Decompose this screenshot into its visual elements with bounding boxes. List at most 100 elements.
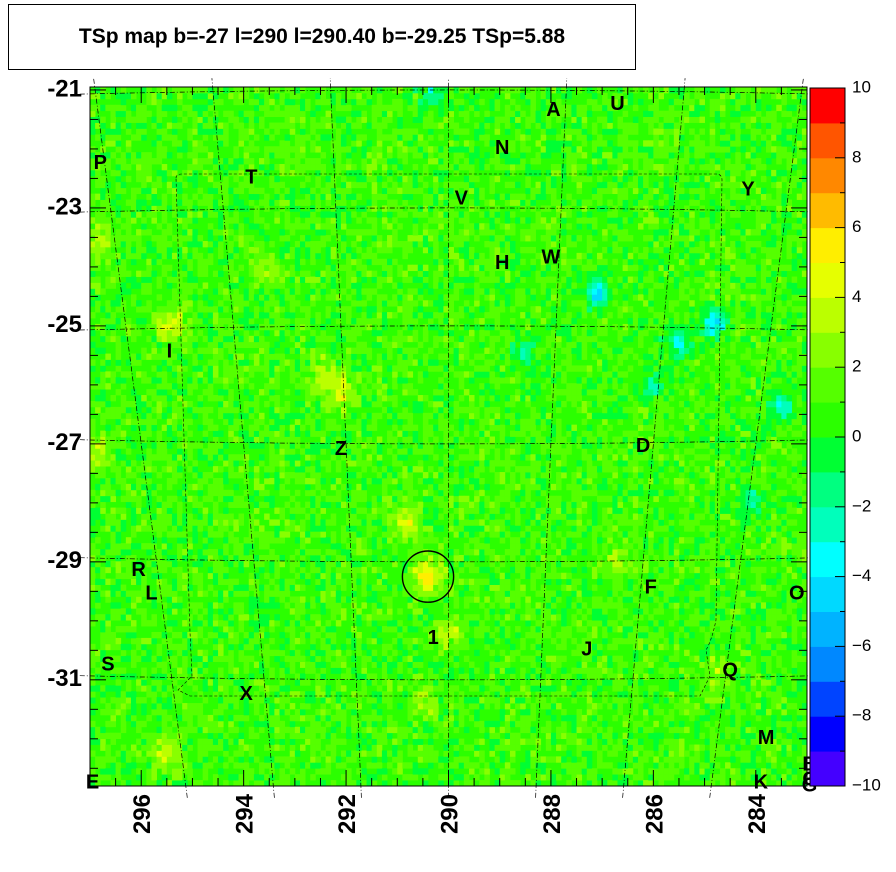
- heatmap-cell: [407, 146, 414, 153]
- heatmap-cell: [269, 466, 275, 473]
- heatmap-cell: [130, 400, 137, 408]
- heatmap-cell: [161, 454, 168, 461]
- heatmap-cell: [361, 371, 367, 378]
- heatmap-cell: [120, 282, 127, 289]
- heatmap-cell: [310, 430, 316, 437]
- heatmap-cell: [105, 252, 111, 260]
- heatmap-cell: [248, 187, 255, 195]
- heatmap-cell: [146, 560, 152, 568]
- heatmap-cell: [340, 531, 347, 538]
- heatmap-cell: [315, 472, 321, 479]
- heatmap-cell: [330, 578, 337, 585]
- heatmap-cell: [182, 306, 188, 313]
- heatmap-cell: [412, 436, 419, 443]
- heatmap-cell: [402, 637, 408, 645]
- heatmap-cell: [305, 631, 311, 639]
- heatmap-cell: [177, 726, 183, 734]
- heatmap-cell: [90, 501, 96, 508]
- heatmap-cell: [299, 276, 306, 283]
- heatmap-cell: [192, 235, 198, 242]
- heatmap-cell: [340, 217, 347, 224]
- heatmap-cell: [417, 566, 424, 574]
- heatmap-cell: [130, 714, 137, 722]
- heatmap-cell: [141, 164, 147, 171]
- heatmap-cell: [330, 158, 337, 165]
- heatmap-cell: [346, 306, 352, 313]
- heatmap-cell: [284, 637, 291, 645]
- heatmap-cell: [238, 472, 245, 479]
- heatmap-cell: [110, 495, 117, 503]
- heatmap-cell: [346, 252, 352, 260]
- heatmap-cell: [335, 543, 342, 550]
- heatmap-cell: [412, 513, 419, 520]
- heatmap-cell: [428, 578, 434, 585]
- heatmap-cell: [90, 643, 96, 651]
- heatmap-cell: [279, 92, 286, 100]
- heatmap-cell: [417, 554, 424, 562]
- heatmap-cell: [356, 371, 362, 378]
- heatmap-cell: [166, 406, 173, 414]
- heatmap-cell: [397, 211, 403, 218]
- heatmap-cell: [422, 395, 429, 402]
- heatmap-cell: [264, 146, 270, 153]
- heatmap-cell: [136, 697, 142, 704]
- heatmap-cell: [381, 756, 388, 763]
- heatmap-cell: [105, 768, 111, 775]
- heatmap-cell: [284, 110, 291, 118]
- heatmap-cell: [120, 590, 127, 597]
- heatmap-cell: [315, 442, 321, 449]
- heatmap-cell: [120, 169, 127, 177]
- heatmap-cell: [407, 572, 414, 580]
- heatmap-cell: [351, 507, 357, 514]
- heatmap-cell: [125, 756, 132, 763]
- heatmap-cell: [253, 679, 260, 686]
- heatmap-cell: [299, 140, 306, 147]
- heatmap-cell: [371, 762, 378, 769]
- heatmap-cell: [366, 122, 373, 129]
- heatmap-cell: [197, 620, 204, 627]
- heatmap-cell: [146, 377, 152, 384]
- heatmap-cell: [264, 300, 270, 307]
- heatmap-cell: [422, 720, 429, 728]
- heatmap-cell: [166, 714, 173, 722]
- heatmap-cell: [305, 353, 311, 360]
- heatmap-cell: [356, 294, 362, 301]
- heatmap-cell: [407, 418, 414, 426]
- heatmap-cell: [161, 708, 168, 716]
- heatmap-cell: [192, 110, 198, 118]
- heatmap-cell: [274, 365, 280, 372]
- heatmap-cell: [371, 318, 378, 325]
- heatmap-cell: [253, 205, 260, 212]
- heatmap-cell: [315, 223, 321, 230]
- heatmap-cell: [433, 193, 439, 200]
- heatmap-cell: [105, 312, 111, 319]
- heatmap-cell: [366, 347, 373, 354]
- heatmap-cell: [105, 241, 111, 248]
- heatmap-cell: [320, 531, 326, 538]
- heatmap-cell: [130, 258, 137, 266]
- heatmap-cell: [330, 483, 337, 491]
- heatmap-cell: [146, 424, 152, 431]
- heatmap-cell: [182, 637, 188, 645]
- heatmap-cell: [428, 738, 434, 745]
- heatmap-cell: [310, 389, 316, 396]
- heatmap-cell: [371, 691, 378, 698]
- heatmap-cell: [315, 560, 321, 568]
- heatmap-cell: [156, 442, 163, 449]
- heatmap-cell: [120, 720, 127, 728]
- heatmap-cell: [412, 205, 419, 212]
- heatmap-cell: [253, 306, 260, 313]
- heatmap-cell: [392, 626, 398, 633]
- heatmap-cell: [156, 732, 163, 740]
- heatmap-cell: [412, 543, 419, 550]
- heatmap-cell: [361, 229, 367, 236]
- heatmap-cell: [376, 246, 383, 254]
- heatmap-cell: [402, 412, 408, 420]
- heatmap-cell: [125, 128, 132, 135]
- heatmap-cell: [197, 501, 204, 508]
- heatmap-cell: [289, 252, 296, 260]
- heatmap-cell: [130, 424, 137, 431]
- heatmap-cell: [402, 211, 408, 218]
- heatmap-cell: [110, 780, 117, 787]
- heatmap-cell: [141, 110, 147, 118]
